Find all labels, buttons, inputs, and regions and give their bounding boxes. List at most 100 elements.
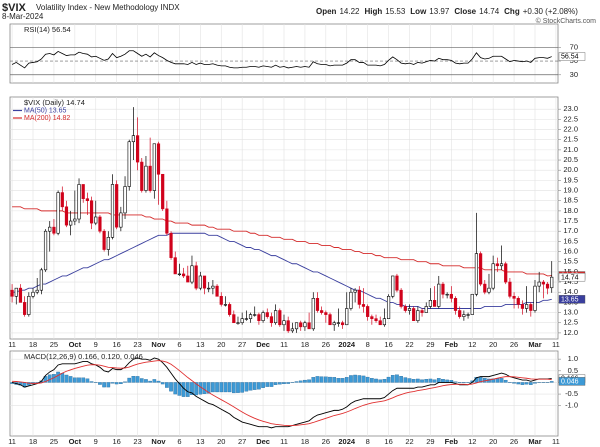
candle-body <box>131 135 136 143</box>
histogram-bar <box>165 382 169 388</box>
quote-label: High <box>364 7 382 16</box>
histogram-bar <box>127 377 132 383</box>
candle-body <box>332 322 336 326</box>
candle-body <box>186 275 190 283</box>
series-line <box>11 357 552 429</box>
histogram-bar <box>340 378 345 383</box>
candle-body <box>198 275 202 289</box>
histogram-bar <box>324 376 328 383</box>
y-tick-label: 22.0 <box>563 125 578 134</box>
y-tick-label: 13.0 <box>563 308 578 317</box>
histogram-bar <box>248 382 253 391</box>
histogram-bar <box>478 377 483 383</box>
histogram-bar <box>206 382 211 394</box>
histogram-bar <box>173 382 178 395</box>
histogram-bar <box>119 382 123 384</box>
x-tick-label: 26 <box>322 437 330 446</box>
candle-body <box>18 287 23 303</box>
candle-body <box>85 198 89 202</box>
candle-body <box>236 322 240 324</box>
histogram-bar <box>533 382 537 384</box>
value-tag <box>558 377 586 386</box>
histogram-bar <box>257 382 261 390</box>
x-tick-label: 26 <box>322 340 330 349</box>
candle-body <box>115 184 119 228</box>
panel-label: RSI(14) 56.54 <box>24 25 71 34</box>
quote-label: Open <box>316 7 337 16</box>
histogram-bar <box>215 382 219 393</box>
y-tick-label: 12.5 <box>563 318 578 327</box>
x-tick-label: 13 <box>196 437 204 446</box>
x-tick-label: 6 <box>177 437 181 446</box>
candle-body <box>144 165 148 191</box>
candle-body <box>391 275 395 297</box>
x-tick-label: 23 <box>133 340 141 349</box>
candle-body <box>135 135 140 163</box>
candle-body <box>462 314 466 317</box>
candle-body <box>432 300 437 307</box>
y-tick-label: 15.5 <box>563 257 578 266</box>
histogram-bar <box>98 382 102 385</box>
panel-label: $VIX (Daily) 14.74 <box>24 98 85 107</box>
y-tick-label: 22.5 <box>563 114 578 123</box>
candle-body <box>148 165 152 191</box>
candle-body <box>340 322 345 326</box>
quote-label: Chg <box>504 7 520 16</box>
x-tick-label: Oct <box>69 437 82 446</box>
x-tick-label: 11 <box>8 340 16 349</box>
x-tick-label: Dec <box>256 340 270 349</box>
candle-body <box>545 283 550 289</box>
histogram-bar <box>277 382 282 385</box>
histogram-bar <box>77 377 81 383</box>
series-line <box>11 50 552 69</box>
candle-body <box>219 295 223 305</box>
x-tick-label: 11 <box>280 340 288 349</box>
candle-body <box>420 310 424 313</box>
candle-body <box>98 216 102 232</box>
credit: © StockCharts.com <box>536 17 597 25</box>
candle-body <box>479 253 483 285</box>
candle-body <box>428 300 433 307</box>
x-tick-label: 20 <box>489 340 497 349</box>
histogram-bar <box>219 382 224 393</box>
candle-body <box>228 304 232 315</box>
candle-body <box>282 320 286 326</box>
candle-body <box>345 308 349 326</box>
candle-body <box>274 310 278 324</box>
candle-body <box>290 328 294 332</box>
candle-body <box>407 308 412 311</box>
x-tick-label: 22 <box>405 437 413 446</box>
y-tick-label: -0.5 <box>565 389 578 398</box>
candle-body <box>60 192 64 208</box>
candle-body <box>156 143 161 175</box>
y-tick-label: 16.0 <box>563 247 578 256</box>
x-tick-label: 20 <box>489 437 497 446</box>
histogram-bar <box>365 376 370 383</box>
histogram-bar <box>315 376 320 383</box>
candle-body <box>349 291 353 309</box>
histogram-bar <box>56 371 60 383</box>
histogram-bar <box>261 382 265 388</box>
candle-body <box>299 322 303 328</box>
candle-body <box>508 281 512 297</box>
histogram-bar <box>89 381 94 383</box>
x-tick-label: 29 <box>426 340 434 349</box>
histogram-bar <box>336 378 341 383</box>
histogram-bar <box>73 377 77 383</box>
histogram-bar <box>307 379 311 383</box>
histogram-bar <box>144 379 148 383</box>
y-tick-label: 16.5 <box>563 236 578 245</box>
candle-body <box>520 304 525 309</box>
histogram-bar <box>411 379 416 383</box>
candle-body <box>232 314 236 324</box>
histogram-bar <box>424 379 429 383</box>
candle-body <box>278 310 282 326</box>
candle-body <box>123 186 127 214</box>
histogram-bar <box>311 377 316 383</box>
candle-body <box>81 184 85 199</box>
histogram-bar <box>499 378 504 383</box>
histogram-bar <box>160 382 165 385</box>
candle-body <box>106 237 110 250</box>
candle-body <box>328 314 332 326</box>
x-tick-label: Mar <box>528 340 541 349</box>
